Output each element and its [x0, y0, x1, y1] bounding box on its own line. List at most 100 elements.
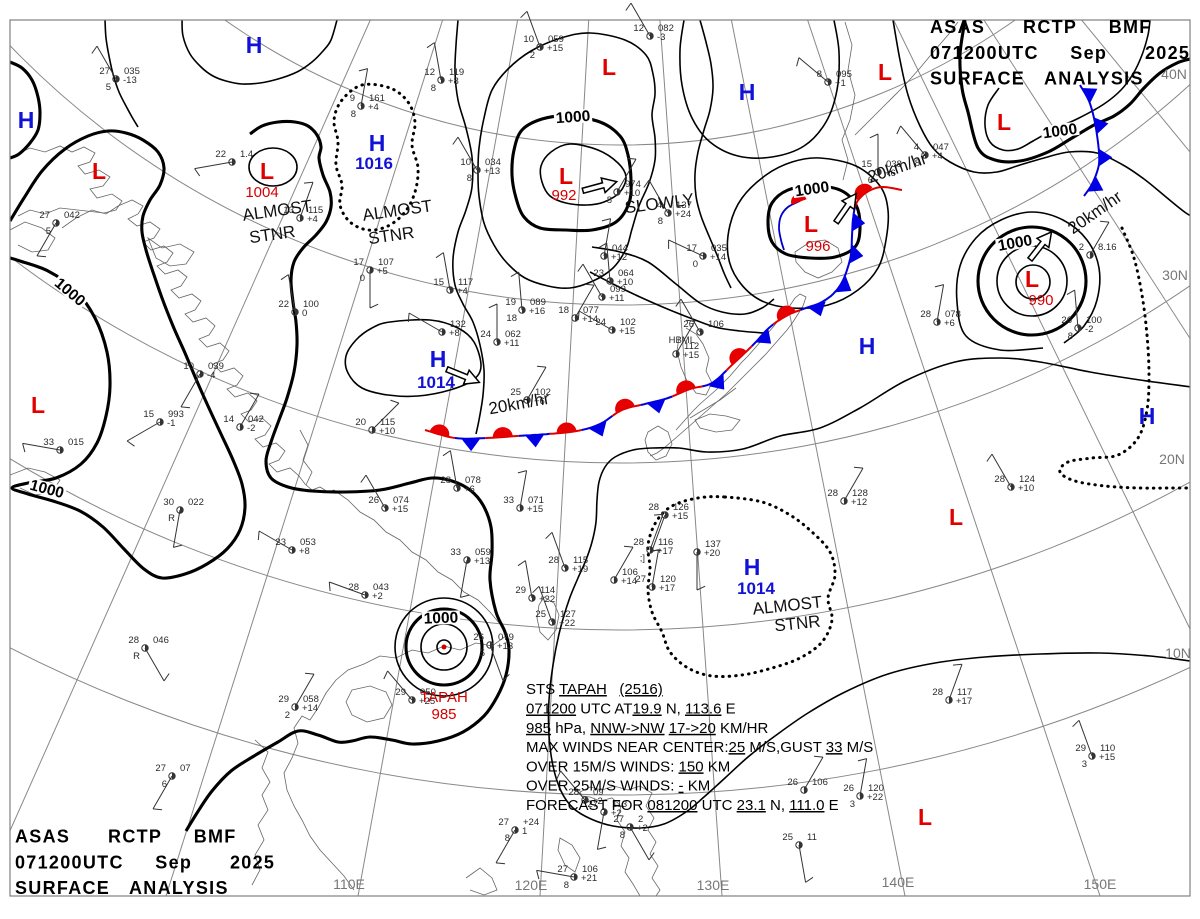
svg-text:074: 074 [393, 495, 409, 506]
svg-text:+19: +19 [572, 564, 588, 575]
svg-text:40N: 40N [1161, 66, 1187, 82]
svg-text:27: 27 [498, 817, 509, 828]
svg-text:11: 11 [807, 832, 817, 843]
svg-text:26: 26 [787, 777, 798, 788]
svg-text:+2: +2 [592, 796, 603, 807]
svg-text:8.16: 8.16 [1098, 242, 1117, 253]
svg-text:H: H [744, 554, 761, 580]
svg-text:28: 28 [568, 787, 579, 798]
svg-text:-13: -13 [123, 75, 137, 86]
svg-text:26: 26 [1061, 315, 1072, 326]
svg-text:3: 3 [1082, 759, 1087, 770]
svg-text:28: 28 [994, 474, 1005, 485]
svg-text:099: 099 [610, 284, 626, 295]
svg-text:L: L [92, 158, 106, 184]
svg-text:1014: 1014 [737, 579, 775, 598]
svg-text:33: 33 [503, 495, 514, 506]
svg-text:OVER 15M/S WINDS: 150 KM: OVER 15M/S WINDS: 150 KM [526, 758, 730, 775]
svg-text:115: 115 [308, 205, 323, 216]
svg-text:095: 095 [836, 69, 852, 80]
svg-text:992: 992 [551, 187, 576, 204]
svg-text:+20: +20 [704, 548, 720, 559]
svg-text:30N: 30N [1162, 267, 1188, 283]
svg-text:SURFACE ANALYSIS: SURFACE ANALYSIS [930, 69, 1144, 89]
svg-text:ASAS RCTP BMF: ASAS RCTP BMF [930, 17, 1152, 37]
svg-text:+22: +22 [867, 792, 883, 803]
svg-text:15: 15 [433, 277, 444, 288]
svg-text:1014: 1014 [417, 373, 455, 392]
svg-text:2: 2 [638, 814, 643, 825]
svg-text:6: 6 [162, 779, 167, 790]
svg-text:H: H [859, 333, 876, 359]
svg-text:24: 24 [480, 329, 491, 340]
svg-text:L: L [997, 109, 1011, 135]
svg-text:2: 2 [530, 50, 535, 61]
svg-text:28: 28 [548, 555, 559, 566]
svg-text:053: 053 [300, 537, 316, 548]
svg-text:+15: +15 [683, 350, 699, 361]
svg-text:035: 035 [711, 243, 727, 254]
svg-text:6: 6 [868, 175, 873, 186]
svg-text:0: 0 [693, 259, 698, 270]
svg-text:100: 100 [1086, 315, 1102, 326]
svg-text:059: 059 [475, 547, 491, 558]
svg-text:126: 126 [673, 502, 689, 513]
svg-text:+4: +4 [368, 102, 379, 113]
svg-text:996: 996 [805, 238, 830, 255]
svg-text:+17: +17 [659, 583, 675, 594]
svg-text:+6: +6 [464, 484, 475, 495]
svg-text:27: 27 [155, 763, 166, 774]
svg-text:+10: +10 [1018, 483, 1034, 494]
svg-text:044: 044 [612, 243, 628, 254]
svg-text:R: R [168, 513, 175, 524]
svg-text:H: H [1139, 403, 1156, 429]
svg-text:+12: +12 [851, 497, 867, 508]
svg-text:+15: +15 [392, 504, 408, 515]
svg-text:-2: -2 [247, 423, 255, 434]
svg-text:5: 5 [106, 82, 111, 93]
svg-text:116: 116 [658, 537, 673, 548]
svg-text:26: 26 [843, 783, 854, 794]
svg-text:015: 015 [68, 437, 84, 448]
svg-text:042: 042 [248, 414, 264, 425]
svg-text:L: L [559, 163, 573, 189]
svg-text:+24: +24 [675, 209, 691, 220]
svg-text:20: 20 [355, 417, 366, 428]
svg-text:28: 28 [648, 502, 659, 513]
svg-text:071200UTC Sep 2025: 071200UTC Sep 2025 [930, 43, 1190, 63]
svg-text:8: 8 [817, 69, 822, 80]
svg-text:20N: 20N [1159, 451, 1185, 467]
svg-text:120: 120 [868, 783, 884, 794]
svg-text:993: 993 [168, 409, 184, 420]
svg-text:038: 038 [886, 159, 902, 170]
svg-text:+22: +22 [539, 594, 555, 605]
svg-text:046: 046 [153, 635, 169, 646]
svg-text:2: 2 [1079, 242, 1084, 253]
svg-text:FORECAST FOR 081200 UTC 23.1 N: FORECAST FOR 081200 UTC 23.1 N, 111.0 E [526, 797, 839, 814]
svg-text:10: 10 [183, 361, 194, 372]
svg-text:+4: +4 [457, 286, 468, 297]
svg-text:110E: 110E [333, 876, 365, 892]
svg-text:+8: +8 [449, 328, 460, 339]
svg-text:27: 27 [557, 864, 568, 875]
svg-text:3: 3 [850, 799, 855, 810]
svg-text:30: 30 [163, 497, 174, 508]
svg-text:8: 8 [351, 109, 356, 120]
svg-text:29: 29 [1075, 743, 1086, 754]
svg-text:+2: +2 [372, 591, 383, 602]
svg-text:106: 106 [812, 777, 828, 788]
svg-text:1000: 1000 [555, 108, 591, 127]
svg-text:1000: 1000 [794, 179, 831, 201]
svg-text:974: 974 [625, 179, 641, 190]
svg-text:-4: -4 [207, 370, 215, 381]
svg-text:27: 27 [613, 814, 624, 825]
svg-text:+22: +22 [559, 618, 575, 629]
svg-text:+11: +11 [504, 338, 519, 349]
svg-text:29: 29 [515, 585, 526, 596]
svg-text:-3: -3 [657, 32, 665, 43]
svg-text:27: 27 [635, 574, 646, 585]
svg-text:L: L [602, 54, 616, 80]
svg-text:5: 5 [46, 226, 51, 237]
svg-text:047: 047 [933, 142, 949, 153]
svg-text:114: 114 [540, 585, 555, 596]
